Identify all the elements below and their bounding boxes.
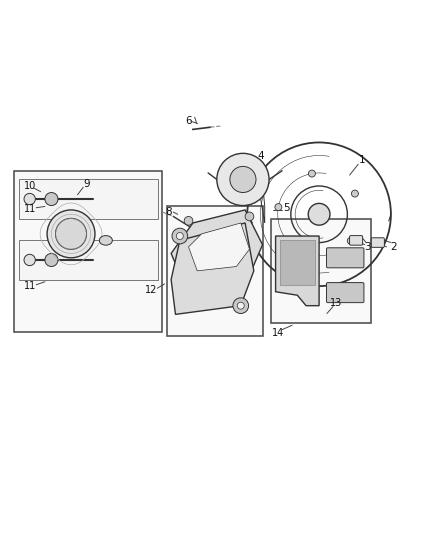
Circle shape xyxy=(237,302,244,309)
Circle shape xyxy=(351,190,358,197)
Text: 6: 6 xyxy=(185,116,192,126)
Circle shape xyxy=(24,193,35,205)
Circle shape xyxy=(301,249,308,256)
Circle shape xyxy=(245,212,254,221)
Circle shape xyxy=(230,166,256,192)
Text: 9: 9 xyxy=(83,179,89,189)
FancyBboxPatch shape xyxy=(19,180,158,219)
FancyBboxPatch shape xyxy=(14,171,162,332)
Circle shape xyxy=(177,232,184,239)
Circle shape xyxy=(347,237,354,244)
FancyBboxPatch shape xyxy=(271,219,371,323)
Circle shape xyxy=(308,170,315,177)
Text: 7: 7 xyxy=(235,251,242,261)
Text: 10: 10 xyxy=(24,181,36,191)
FancyBboxPatch shape xyxy=(371,238,385,247)
Text: 2: 2 xyxy=(390,242,396,252)
Circle shape xyxy=(56,219,87,249)
Circle shape xyxy=(308,204,330,225)
Text: 1: 1 xyxy=(359,155,366,165)
Ellipse shape xyxy=(99,236,113,245)
Circle shape xyxy=(217,154,269,206)
Text: 4: 4 xyxy=(257,150,264,160)
Polygon shape xyxy=(188,223,250,271)
Text: 14: 14 xyxy=(272,328,284,337)
Circle shape xyxy=(24,254,35,265)
FancyBboxPatch shape xyxy=(326,248,364,268)
Polygon shape xyxy=(280,240,315,285)
Text: 8: 8 xyxy=(166,207,172,217)
Polygon shape xyxy=(171,210,262,284)
Circle shape xyxy=(45,254,58,266)
Text: 13: 13 xyxy=(330,298,343,309)
Circle shape xyxy=(275,204,282,211)
Polygon shape xyxy=(171,223,254,314)
Circle shape xyxy=(47,210,95,258)
Circle shape xyxy=(45,192,58,206)
Circle shape xyxy=(233,298,249,313)
Circle shape xyxy=(172,228,187,244)
FancyBboxPatch shape xyxy=(326,282,364,303)
Text: 11: 11 xyxy=(24,281,36,291)
FancyBboxPatch shape xyxy=(350,236,363,245)
Circle shape xyxy=(184,216,193,225)
FancyBboxPatch shape xyxy=(19,240,158,279)
Text: 3: 3 xyxy=(364,242,370,252)
Text: 12: 12 xyxy=(145,286,158,295)
Polygon shape xyxy=(276,236,319,305)
FancyBboxPatch shape xyxy=(167,206,262,336)
Text: 11: 11 xyxy=(24,204,36,214)
Text: 5: 5 xyxy=(283,203,290,213)
